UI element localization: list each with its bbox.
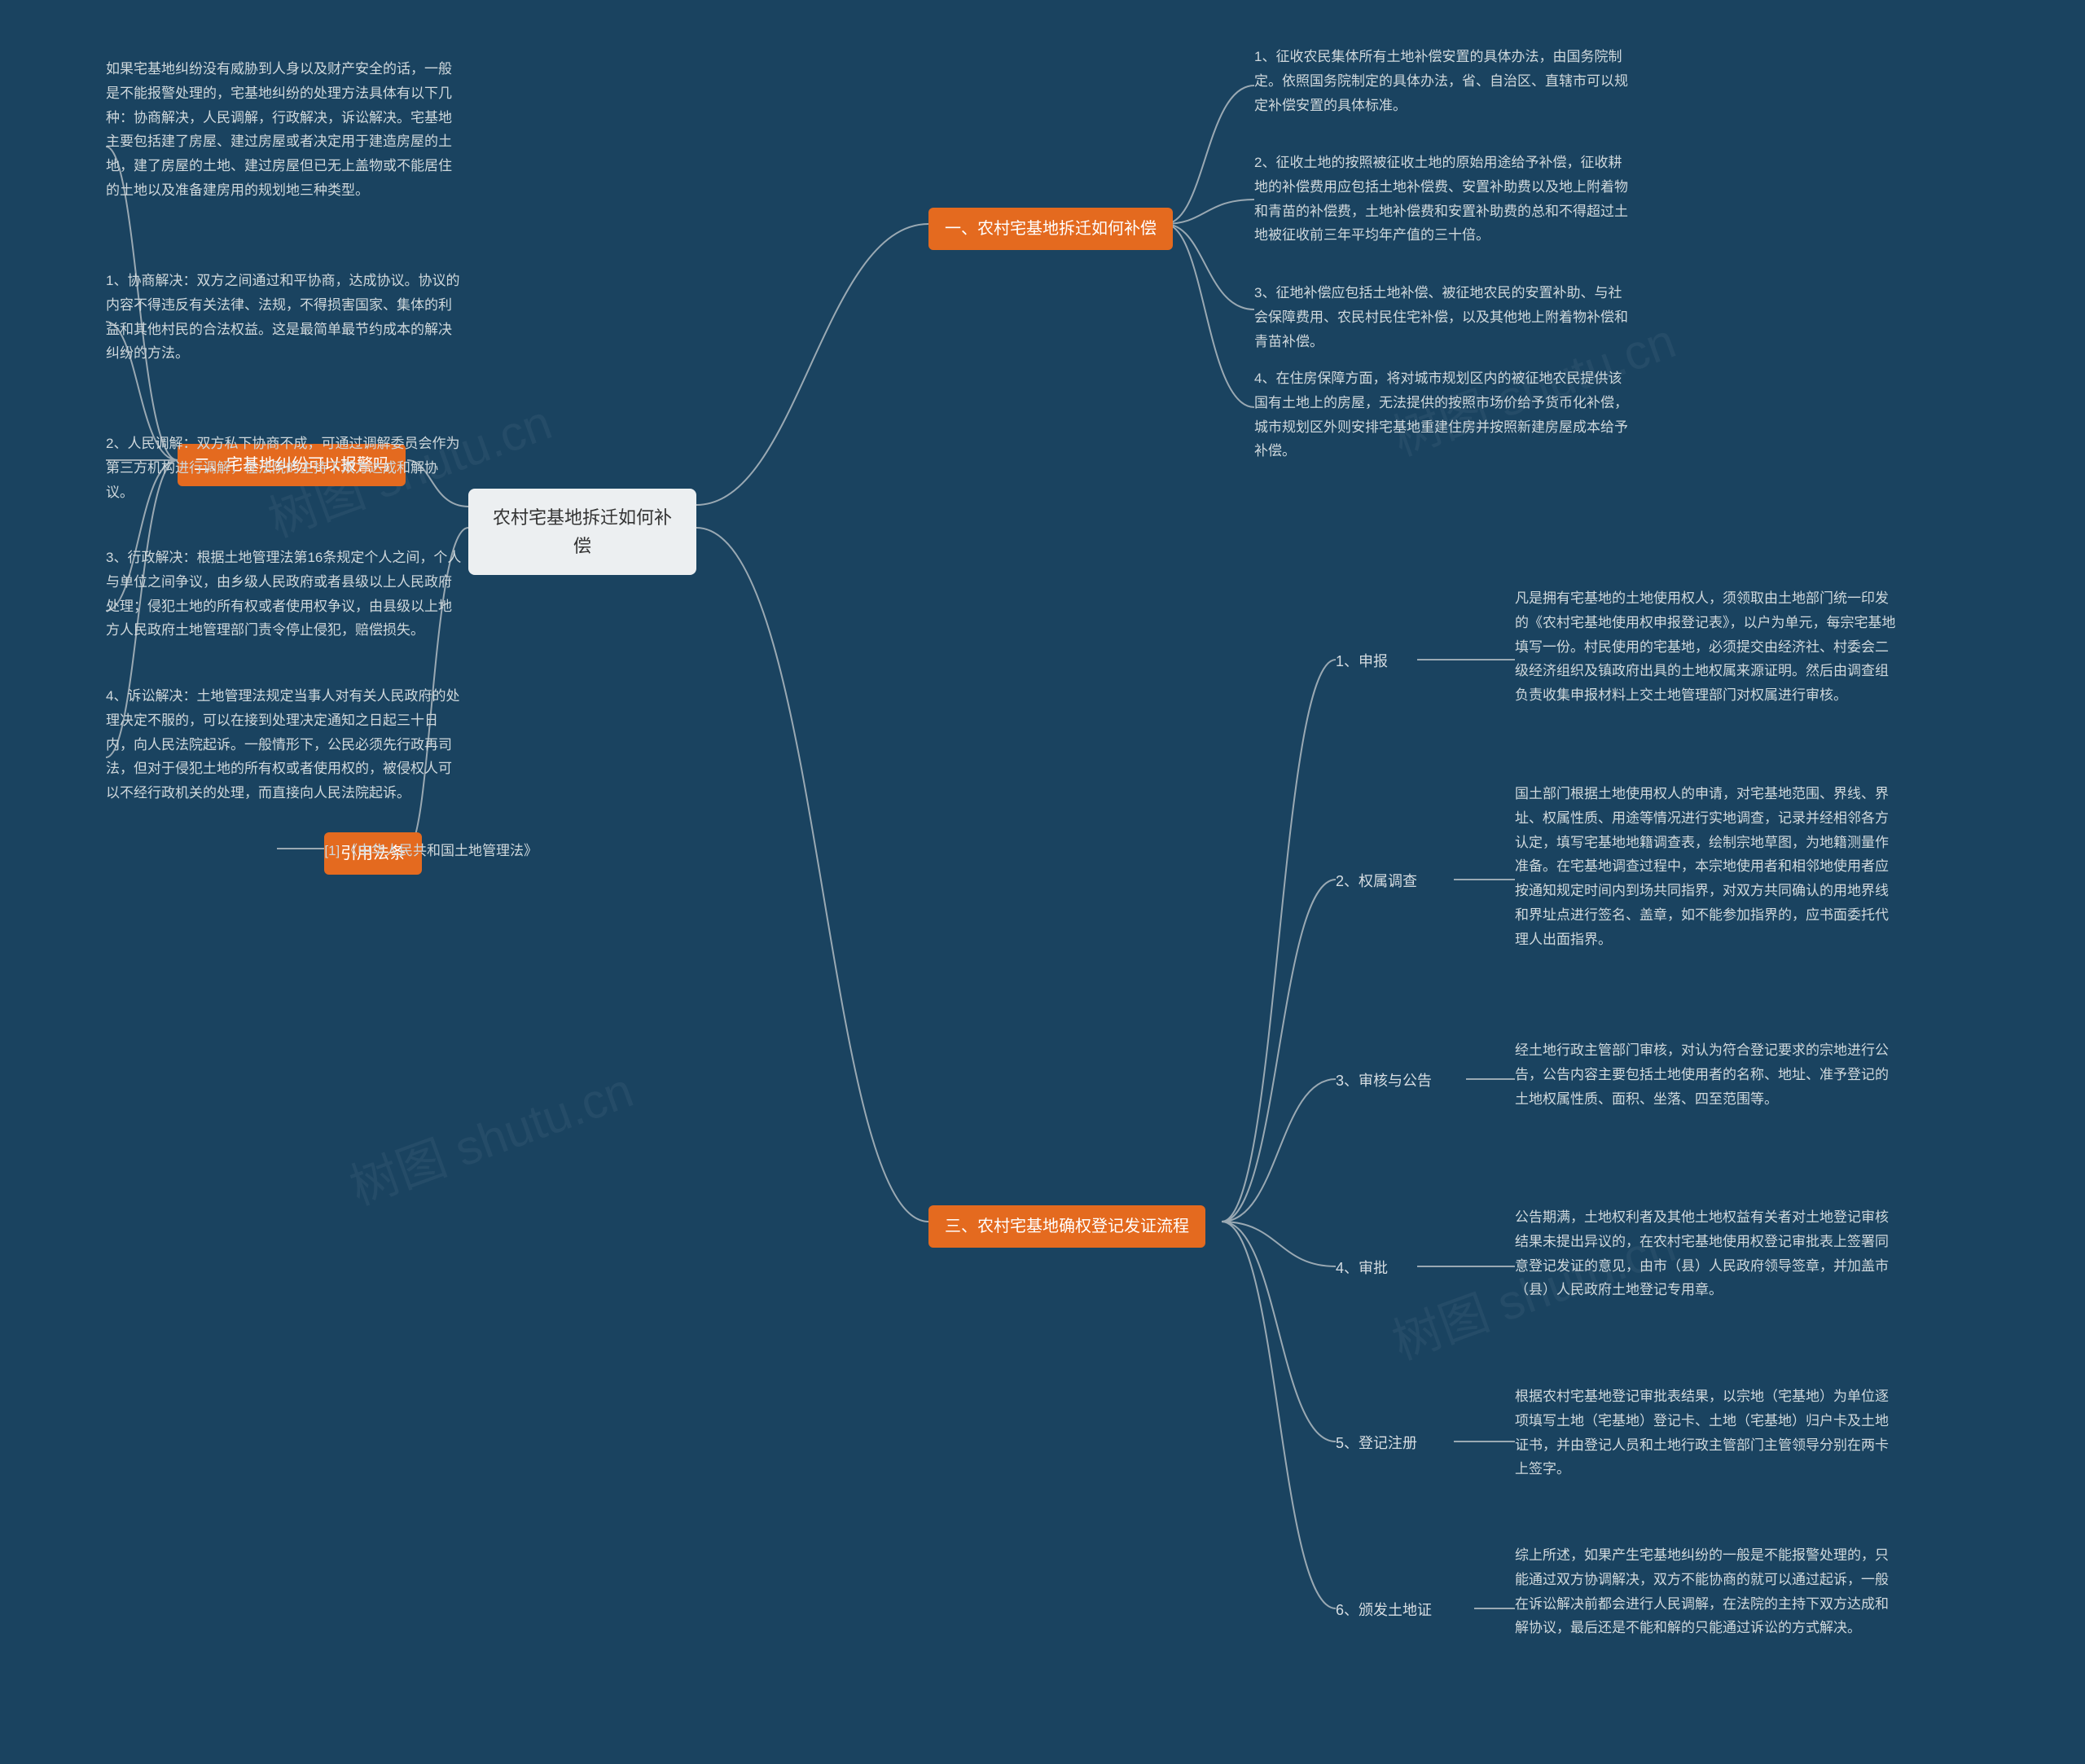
b3-leaf-6: 综上所述，如果产生宅基地纠纷的一般是不能报警处理的，只能通过双方协调解决，双方不… xyxy=(1515,1543,1898,1640)
b3-leaf-3: 经土地行政主管部门审核，对认为符合登记要求的宗地进行公告，公告内容主要包括土地使… xyxy=(1515,1038,1898,1111)
b3-sub-6: 6、颁发土地证 xyxy=(1336,1599,1432,1622)
b2-leaf-3: 3、行政解决：根据土地管理法第16条规定个人之间，个人与单位之间争议，由乡级人民… xyxy=(106,546,464,643)
b3-sub-5: 5、登记注册 xyxy=(1336,1432,1417,1455)
b1-leaf-2: 2、征收土地的按照被征收土地的原始用途给予补偿，征收耕地的补偿费用应包括土地补偿… xyxy=(1254,151,1629,248)
b3-leaf-5: 根据农村宅基地登记审批表结果，以宗地（宅基地）为单位逐项填写土地（宅基地）登记卡… xyxy=(1515,1384,1898,1481)
b3-leaf-2: 国土部门根据土地使用权人的申请，对宅基地范围、界线、界址、权属性质、用途等情况进… xyxy=(1515,782,1898,951)
b3-leaf-4: 公告期满，土地权利者及其他土地权益有关者对土地登记审核结果未提出异议的，在农村宅… xyxy=(1515,1205,1898,1302)
b2-leaf-0: 如果宅基地纠纷没有威胁到人身以及财产安全的话，一般是不能报警处理的，宅基地纠纷的… xyxy=(106,57,464,203)
b3-sub-2: 2、权属调查 xyxy=(1336,870,1417,893)
b3-sub-1: 1、申报 xyxy=(1336,650,1388,674)
b1-leaf-3: 3、征地补偿应包括土地补偿、被征地农民的安置补助、与社会保障费用、农民村民住宅补… xyxy=(1254,281,1629,353)
root-node: 农村宅基地拆迁如何补偿 xyxy=(468,489,696,575)
branch-compensation: 一、农村宅基地拆迁如何补偿 xyxy=(928,208,1173,250)
b1-leaf-4: 4、在住房保障方面，将对城市规划区内的被征地农民提供该国有土地上的房屋，无法提供… xyxy=(1254,366,1629,463)
b3-sub-4: 4、审批 xyxy=(1336,1257,1388,1280)
watermark: 树图 shutu.cn xyxy=(339,1051,641,1218)
b3-leaf-1: 凡是拥有宅基地的土地使用权人，须领取由土地部门统一印发的《农村宅基地使用权申报登… xyxy=(1515,586,1898,708)
b4-leaf: [1] 《中华人民共和国土地管理法》 xyxy=(277,839,538,863)
b1-leaf-1: 1、征收农民集体所有土地补偿安置的具体办法，由国务院制定。依照国务院制定的具体办… xyxy=(1254,45,1629,117)
b3-sub-3: 3、审核与公告 xyxy=(1336,1069,1432,1093)
b2-leaf-1: 1、协商解决：双方之间通过和平协商，达成协议。协议的内容不得违反有关法律、法规，… xyxy=(106,269,464,366)
branch-registration-process: 三、农村宅基地确权登记发证流程 xyxy=(928,1205,1205,1248)
b2-leaf-4: 4、诉讼解决：土地管理法规定当事人对有关人民政府的处理决定不服的，可以在接到处理… xyxy=(106,684,464,805)
b2-leaf-2: 2、人民调解：双方私下协商不成，可通过调解委员会作为第三方机构进行调解，在法院的… xyxy=(106,432,464,504)
